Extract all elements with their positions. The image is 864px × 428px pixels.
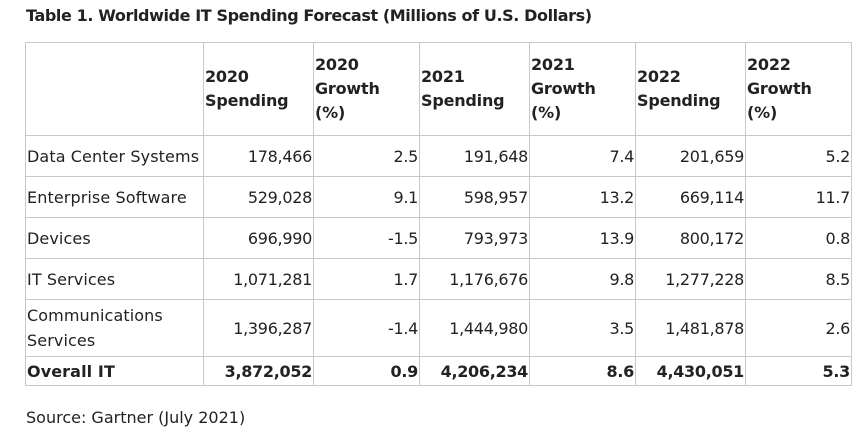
total-value: 4,206,234: [419, 356, 530, 386]
header-line: Growth: [531, 79, 596, 98]
header-line: (%): [315, 103, 346, 122]
header-line: 2020: [205, 67, 249, 86]
cell-value: 178,466: [203, 135, 314, 177]
header-2020-growth: 2020 Growth (%): [313, 42, 420, 136]
header-2022-growth: 2022 Growth (%): [745, 42, 852, 136]
table-row: IT Services 1,071,281 1.7 1,176,676 9.8 …: [25, 258, 852, 300]
header-line: 2021: [421, 67, 465, 86]
table-row: Data Center Systems 178,466 2.5 191,648 …: [25, 135, 852, 177]
total-value: 3,872,052: [203, 356, 314, 386]
cell-value: 1.7: [313, 258, 420, 300]
header-2020-spending: 2020 Spending: [203, 42, 314, 136]
cell-value: 2.5: [313, 135, 420, 177]
spending-forecast-table: 2020 Spending 2020 Growth (%) 2021 Spend…: [25, 42, 852, 386]
cell-value: 2.6: [745, 299, 852, 357]
header-row: 2020 Spending 2020 Growth (%) 2021 Spend…: [25, 42, 852, 136]
header-line: 2022: [637, 67, 681, 86]
total-label: Overall IT: [25, 356, 204, 386]
table-row: Devices 696,990 -1.5 793,973 13.9 800,17…: [25, 217, 852, 259]
header-2021-spending: 2021 Spending: [419, 42, 530, 136]
cell-value: 529,028: [203, 176, 314, 218]
cell-value: 8.5: [745, 258, 852, 300]
header-line: Growth: [315, 79, 380, 98]
cell-value: 1,176,676: [419, 258, 530, 300]
row-label: Data Center Systems: [25, 135, 204, 177]
total-value: 5.3: [745, 356, 852, 386]
cell-value: 0.8: [745, 217, 852, 259]
cell-value: -1.4: [313, 299, 420, 357]
cell-value: 191,648: [419, 135, 530, 177]
cell-value: 1,396,287: [203, 299, 314, 357]
cell-value: 598,957: [419, 176, 530, 218]
table-row: Communications Services 1,396,287 -1.4 1…: [25, 299, 852, 357]
header-line: 2022: [747, 55, 791, 74]
total-value: 0.9: [313, 356, 420, 386]
cell-value: -1.5: [313, 217, 420, 259]
row-label: Communications Services: [25, 299, 204, 357]
header-line: Spending: [205, 91, 289, 110]
header-2022-spending: 2022 Spending: [635, 42, 746, 136]
cell-value: 1,071,281: [203, 258, 314, 300]
cell-value: 1,277,228: [635, 258, 746, 300]
header-2021-growth: 2021 Growth (%): [529, 42, 636, 136]
cell-value: 1,481,878: [635, 299, 746, 357]
row-label: Enterprise Software: [25, 176, 204, 218]
table-row: Enterprise Software 529,028 9.1 598,957 …: [25, 176, 852, 218]
row-label: IT Services: [25, 258, 204, 300]
cell-value: 11.7: [745, 176, 852, 218]
cell-value: 1,444,980: [419, 299, 530, 357]
header-line: (%): [531, 103, 562, 122]
header-line: (%): [747, 103, 778, 122]
header-line: Growth: [747, 79, 812, 98]
row-label: Devices: [25, 217, 204, 259]
header-blank: [25, 42, 204, 136]
total-row: Overall IT 3,872,052 0.9 4,206,234 8.6 4…: [25, 356, 852, 386]
cell-value: 669,114: [635, 176, 746, 218]
cell-value: 13.9: [529, 217, 636, 259]
source-note: Source: Gartner (July 2021): [26, 408, 246, 427]
cell-value: 9.8: [529, 258, 636, 300]
header-line: 2020: [315, 55, 359, 74]
table-title: Table 1. Worldwide IT Spending Forecast …: [26, 6, 592, 25]
cell-value: 201,659: [635, 135, 746, 177]
cell-value: 5.2: [745, 135, 852, 177]
cell-value: 9.1: [313, 176, 420, 218]
cell-value: 13.2: [529, 176, 636, 218]
cell-value: 3.5: [529, 299, 636, 357]
cell-value: 696,990: [203, 217, 314, 259]
total-value: 8.6: [529, 356, 636, 386]
header-line: 2021: [531, 55, 575, 74]
cell-value: 7.4: [529, 135, 636, 177]
cell-value: 800,172: [635, 217, 746, 259]
total-value: 4,430,051: [635, 356, 746, 386]
cell-value: 793,973: [419, 217, 530, 259]
header-line: Spending: [637, 91, 721, 110]
header-line: Spending: [421, 91, 505, 110]
